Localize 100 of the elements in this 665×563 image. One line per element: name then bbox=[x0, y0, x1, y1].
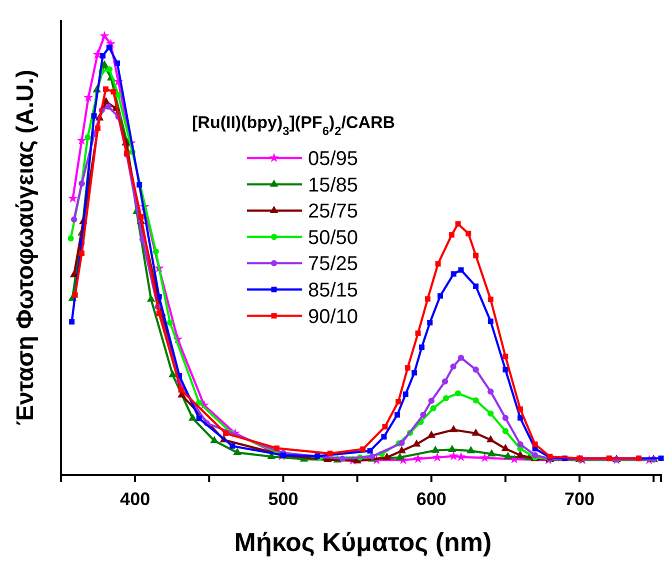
point bbox=[480, 452, 490, 462]
point bbox=[69, 319, 75, 325]
y-axis-title: Ένταση Φωτοφωαύγειας (A.U.) bbox=[12, 70, 39, 426]
point bbox=[178, 387, 184, 393]
point bbox=[233, 448, 242, 456]
point bbox=[472, 397, 479, 404]
legend-label: 15/85 bbox=[308, 174, 358, 196]
point bbox=[156, 294, 162, 300]
point bbox=[152, 248, 159, 255]
point bbox=[472, 428, 480, 436]
point bbox=[396, 452, 404, 460]
point bbox=[115, 92, 122, 98]
point bbox=[110, 89, 116, 94]
point bbox=[76, 135, 87, 145]
legend-title: [Ru(II)(bpy)$_{3}$](PF$_{6}$)$_{2}$/CARB bbox=[192, 113, 396, 138]
point bbox=[419, 344, 424, 350]
point bbox=[424, 296, 430, 302]
point bbox=[394, 412, 400, 418]
point bbox=[168, 370, 177, 378]
point bbox=[435, 261, 441, 267]
point bbox=[230, 443, 236, 449]
point bbox=[448, 450, 459, 460]
point bbox=[412, 370, 418, 376]
legend-label: 50/50 bbox=[308, 226, 358, 249]
point bbox=[367, 448, 373, 454]
point bbox=[413, 454, 423, 463]
legend-label: 85/15 bbox=[308, 280, 358, 302]
point bbox=[79, 250, 84, 256]
point bbox=[466, 446, 476, 454]
point bbox=[488, 296, 494, 302]
point bbox=[518, 415, 523, 421]
point bbox=[84, 134, 91, 140]
point bbox=[473, 283, 479, 289]
point bbox=[502, 366, 508, 372]
point bbox=[431, 446, 440, 453]
point bbox=[517, 441, 524, 448]
point bbox=[83, 92, 94, 102]
point bbox=[472, 366, 479, 373]
point bbox=[223, 430, 228, 436]
legend-label: 05/95 bbox=[308, 148, 358, 170]
point bbox=[473, 252, 479, 258]
point bbox=[166, 320, 174, 326]
point bbox=[70, 216, 78, 223]
point bbox=[442, 378, 448, 385]
point bbox=[156, 310, 162, 316]
point bbox=[105, 104, 112, 110]
point bbox=[210, 436, 218, 444]
point bbox=[486, 435, 495, 442]
x-tick-label: 700 bbox=[564, 488, 595, 509]
point bbox=[398, 440, 405, 446]
x-axis-title: Μήκος Κύματος (nm) bbox=[234, 527, 492, 557]
legend-label: 25/75 bbox=[308, 200, 358, 223]
point bbox=[95, 125, 100, 131]
point bbox=[402, 391, 408, 397]
point bbox=[448, 444, 456, 452]
point bbox=[138, 214, 144, 220]
point bbox=[136, 182, 142, 188]
point bbox=[502, 428, 509, 434]
point bbox=[448, 232, 454, 238]
point bbox=[314, 453, 320, 459]
point bbox=[339, 456, 346, 462]
point bbox=[456, 452, 466, 462]
point bbox=[404, 365, 410, 371]
point bbox=[502, 414, 509, 422]
point bbox=[274, 445, 280, 451]
point bbox=[146, 294, 156, 302]
point bbox=[427, 320, 433, 326]
point bbox=[428, 398, 434, 404]
point bbox=[91, 113, 97, 119]
x-tick-label: 400 bbox=[120, 488, 150, 509]
point bbox=[488, 410, 494, 417]
point bbox=[450, 363, 456, 370]
point bbox=[398, 446, 406, 454]
point bbox=[504, 452, 512, 459]
x-tick-label: 500 bbox=[268, 488, 298, 509]
point bbox=[280, 452, 286, 458]
point bbox=[450, 271, 456, 277]
point bbox=[188, 414, 197, 421]
point bbox=[458, 354, 464, 361]
legend-label: 90/10 bbox=[308, 306, 358, 328]
point bbox=[381, 434, 387, 440]
point bbox=[502, 354, 508, 360]
point bbox=[68, 193, 78, 203]
point bbox=[72, 292, 78, 298]
point bbox=[327, 450, 333, 456]
point bbox=[196, 416, 202, 422]
point bbox=[488, 318, 494, 324]
point bbox=[501, 444, 510, 452]
point bbox=[420, 412, 426, 418]
point bbox=[100, 53, 106, 58]
point bbox=[114, 60, 120, 66]
point bbox=[196, 399, 202, 406]
point bbox=[382, 424, 388, 430]
point bbox=[466, 230, 472, 236]
point bbox=[427, 430, 436, 438]
point bbox=[415, 330, 421, 336]
point bbox=[454, 390, 462, 396]
point bbox=[430, 405, 436, 412]
point bbox=[532, 442, 538, 448]
point bbox=[442, 395, 450, 402]
